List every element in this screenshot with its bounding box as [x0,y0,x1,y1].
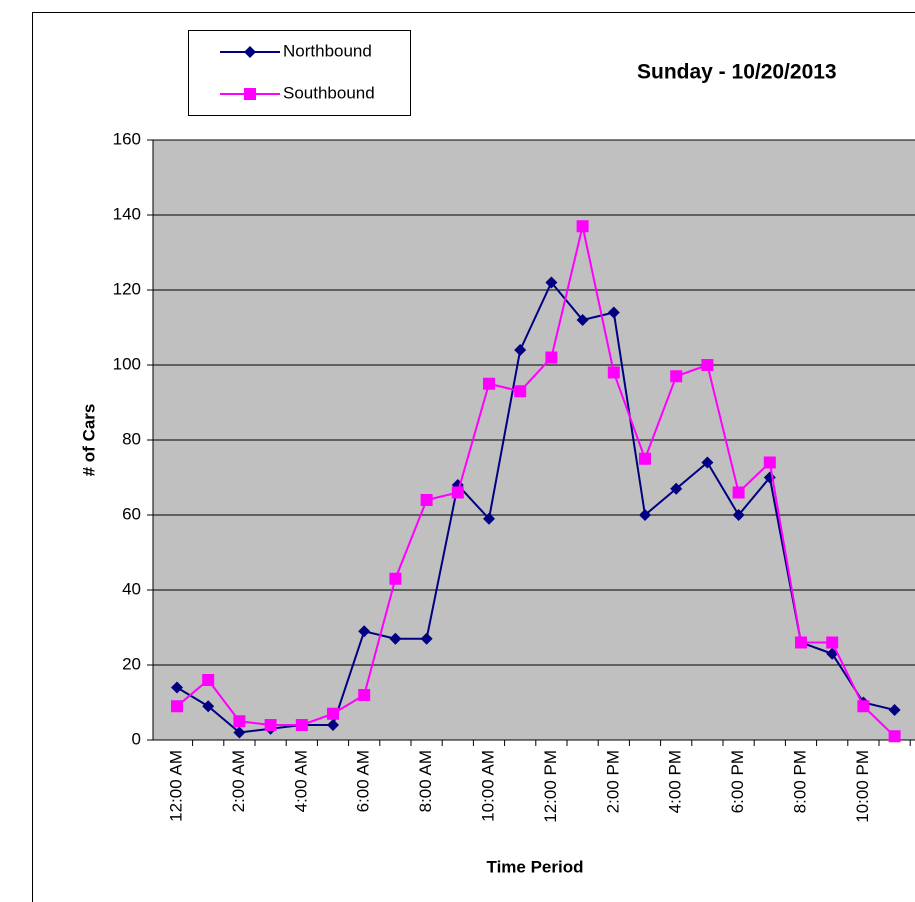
x-tick-label: 6:00 PM [728,750,747,813]
data-point [514,385,527,398]
data-point [202,700,215,713]
x-tick-label: 8:00 PM [790,750,809,813]
data-point [639,452,651,465]
x-tick-label: 12:00 AM [166,750,185,822]
data-point [264,719,277,731]
data-point [701,456,714,469]
data-point [607,366,620,379]
data-point [576,314,589,326]
data-point [639,509,651,521]
y-tick-label: 160 [113,129,141,148]
data-point [795,636,807,649]
legend [188,30,411,116]
x-tick-label: 2:00 AM [229,750,248,812]
data-point [171,681,183,694]
data-point [857,700,870,713]
y-tick-label: 80 [122,429,141,448]
y-tick-label: 140 [113,204,141,223]
y-tick-label: 120 [113,279,141,298]
data-point [202,674,215,686]
data-point [389,572,402,585]
chart-title: Sunday - 10/20/2013 [637,61,837,84]
y-axis-label: # of Cars [79,404,98,477]
data-point [670,482,683,495]
data-point [358,625,371,638]
data-point [451,486,464,499]
data-point [826,636,839,649]
data-point [514,344,527,356]
data-point [483,377,495,390]
x-tick-label: 10:00 PM [853,750,872,823]
y-tick-label: 0 [132,729,141,748]
x-axis-label: Time Period [487,857,584,876]
x-tick-label: 4:00 PM [666,750,685,813]
x-tick-label: 6:00 AM [354,750,373,812]
data-point [545,351,558,364]
data-point [233,715,246,728]
legend-marker [244,46,256,58]
x-tick-label: 10:00 AM [478,750,497,822]
data-point [327,707,339,720]
data-point [358,689,371,701]
legend-label: Southbound [283,83,375,102]
data-point [545,276,558,289]
data-point [389,632,402,645]
y-tick-label: 40 [122,579,141,598]
x-tick-label: 12:00 PM [541,750,560,823]
data-point [763,456,776,469]
x-tick-label: 2:00 PM [603,750,622,813]
y-tick-label: 60 [122,504,141,523]
data-point [607,306,620,319]
data-point [670,370,683,383]
data-point [420,494,433,506]
data-point [576,220,589,233]
x-tick-label: 4:00 AM [291,750,310,812]
data-point [420,632,433,645]
data-point [233,726,246,739]
y-tick-label: 100 [113,354,141,373]
data-point [171,700,183,713]
data-point [888,704,901,716]
data-point [732,509,745,521]
legend-label: Northbound [283,41,372,60]
x-tick-label: 8:00 AM [416,750,435,812]
legend-marker [244,88,256,100]
data-point [888,730,901,743]
data-point [732,486,745,499]
data-point [327,719,339,731]
data-point [483,512,495,525]
data-point [295,719,308,731]
y-tick-label: 20 [122,654,141,673]
data-point [701,359,714,371]
